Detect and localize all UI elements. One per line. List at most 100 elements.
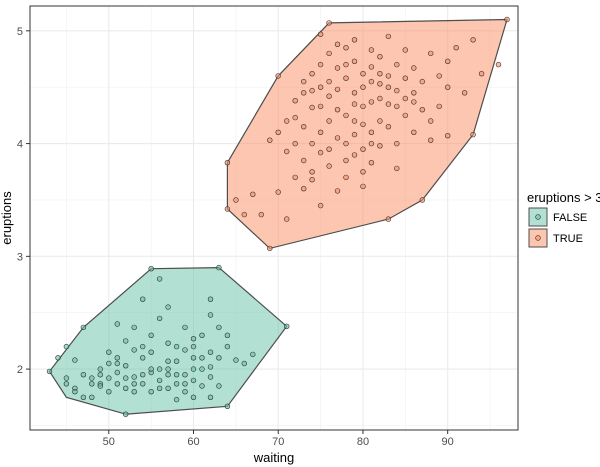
data-point-true — [394, 87, 400, 94]
data-point-false — [131, 324, 137, 331]
data-point-false — [173, 381, 180, 387]
data-point-true — [360, 70, 366, 77]
data-point-true — [368, 47, 375, 53]
data-point-false — [207, 349, 214, 355]
data-point-false — [165, 304, 171, 310]
data-point-false — [207, 312, 214, 318]
data-point-false — [190, 377, 197, 384]
data-point-false — [207, 374, 214, 380]
data-point-false — [140, 372, 146, 378]
data-point-false — [131, 374, 137, 380]
data-point-false — [250, 351, 256, 358]
x-tick-label: 80 — [357, 436, 369, 448]
data-point-true — [317, 31, 324, 37]
data-point-false — [122, 363, 129, 369]
data-point-false — [233, 357, 239, 363]
data-point-true — [317, 61, 324, 68]
data-point-true — [326, 146, 332, 152]
data-point-false — [63, 343, 70, 350]
data-point-false — [173, 396, 180, 403]
data-point-true — [301, 78, 307, 85]
data-point-false — [207, 296, 214, 302]
data-point-true — [334, 135, 341, 141]
data-point-true — [360, 121, 366, 128]
data-point-false — [122, 338, 129, 344]
data-point-true — [402, 47, 408, 53]
data-point-true — [334, 65, 341, 71]
y-axis-title: eruptions — [0, 191, 14, 245]
data-point-false — [182, 372, 188, 378]
data-point-true — [385, 84, 392, 90]
data-point-true — [377, 143, 383, 149]
data-point-true — [309, 104, 315, 111]
legend-label-true: TRUE — [553, 233, 583, 245]
data-point-false — [156, 276, 163, 282]
data-point-true — [343, 112, 349, 119]
data-point-false — [224, 343, 231, 350]
data-point-true — [495, 61, 502, 68]
data-point-true — [351, 58, 358, 64]
data-point-true — [377, 53, 383, 60]
x-tick-label: 90 — [442, 436, 454, 448]
data-point-false — [106, 389, 112, 395]
x-axis-title: waiting — [253, 450, 294, 465]
y-tick-label: 5 — [17, 26, 23, 38]
data-point-true — [292, 97, 298, 104]
data-point-true — [385, 101, 392, 107]
data-point-false — [156, 377, 163, 384]
data-point-true — [301, 157, 307, 164]
data-point-true — [377, 70, 383, 77]
data-point-true — [275, 73, 281, 79]
data-point-true — [368, 140, 375, 147]
data-point-true — [402, 75, 408, 81]
data-point-true — [267, 245, 273, 252]
watermark: 知乎 @名本无名 — [480, 431, 590, 449]
data-point-false — [97, 366, 104, 372]
data-point-true — [241, 211, 248, 218]
data-point-true — [275, 189, 281, 195]
data-point-true — [301, 123, 307, 130]
data-point-true — [343, 44, 349, 51]
data-point-true — [351, 101, 358, 107]
legend-keys — [528, 207, 548, 248]
data-point-true — [368, 129, 375, 136]
data-point-true — [368, 78, 375, 85]
data-point-true — [233, 197, 239, 203]
data-point-false — [182, 347, 188, 353]
data-point-true — [428, 50, 434, 57]
data-point-false — [89, 394, 95, 400]
data-point-true — [419, 197, 425, 203]
data-point-true — [368, 64, 375, 70]
data-point-false — [72, 389, 78, 395]
data-point-false — [131, 381, 137, 387]
data-point-true — [309, 70, 315, 77]
data-point-false — [114, 381, 121, 387]
data-point-true — [360, 169, 366, 175]
data-point-false — [207, 364, 214, 370]
data-point-false — [182, 389, 188, 395]
data-point-false — [89, 375, 95, 381]
data-point-false — [148, 349, 154, 355]
data-point-false — [148, 266, 154, 272]
data-point-false — [148, 366, 154, 372]
data-point-true — [343, 157, 349, 164]
data-point-true — [334, 106, 341, 113]
data-point-true — [309, 177, 315, 183]
data-point-true — [394, 165, 400, 172]
data-point-true — [224, 206, 231, 212]
data-point-true — [504, 16, 510, 23]
data-point-false — [182, 381, 188, 387]
data-point-false — [140, 296, 146, 302]
data-point-true — [436, 103, 442, 110]
data-point-true — [394, 103, 400, 110]
data-point-false — [173, 343, 180, 350]
data-point-false — [224, 332, 231, 338]
data-point-true — [250, 191, 256, 198]
data-point-true — [360, 103, 366, 110]
data-point-false — [190, 366, 197, 372]
data-point-false — [216, 324, 222, 331]
data-point-true — [360, 84, 366, 90]
data-point-true — [317, 103, 324, 110]
data-point-false — [156, 315, 163, 322]
data-point-true — [343, 61, 349, 68]
